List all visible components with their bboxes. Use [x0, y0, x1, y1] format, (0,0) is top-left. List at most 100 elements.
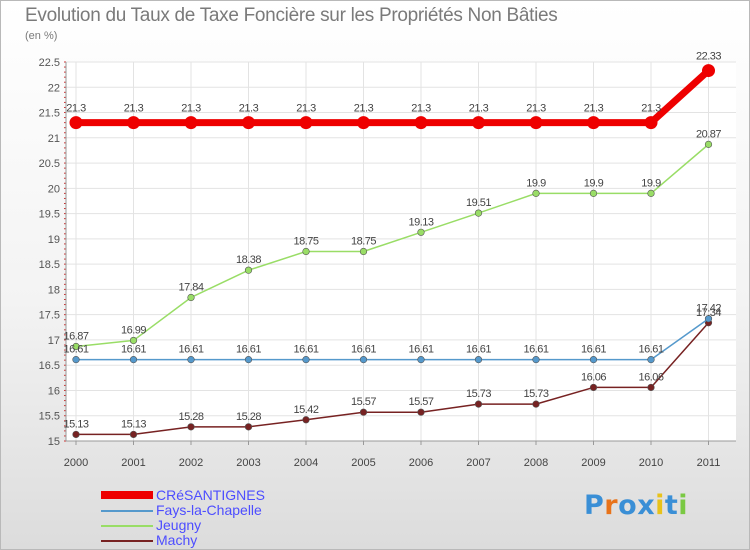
x-tick-label: 2011	[697, 457, 721, 469]
legend-label: Jeugny	[156, 517, 202, 533]
logo-letter: i	[678, 490, 689, 521]
data-point	[589, 356, 598, 364]
y-tick-label: 17.5	[39, 310, 60, 322]
logo-letter: P	[584, 490, 605, 521]
data-point	[242, 116, 255, 130]
data-point	[587, 116, 600, 130]
y-tick-label: 18	[48, 284, 60, 296]
data-label: 16.61	[63, 344, 88, 356]
data-point	[72, 356, 80, 364]
y-tick-label: 16	[48, 385, 60, 397]
data-point	[129, 336, 138, 345]
data-label: 19.9	[526, 177, 546, 189]
data-point	[702, 64, 715, 78]
data-point	[187, 356, 195, 364]
data-point	[127, 116, 140, 130]
data-label: 15.57	[408, 396, 433, 408]
data-label: 18.75	[293, 236, 318, 248]
data-label: 15.73	[466, 388, 491, 400]
x-tick-label: 2000	[64, 457, 88, 469]
data-point	[474, 356, 483, 364]
data-label: 15.13	[121, 418, 146, 430]
data-label: 19.13	[408, 216, 433, 228]
logo-letter: r	[604, 490, 619, 521]
data-point	[472, 116, 485, 130]
data-label: 21.3	[124, 103, 144, 115]
series-line	[75, 322, 710, 436]
data-label: 15.28	[178, 411, 203, 423]
data-label: 15.42	[293, 404, 318, 416]
x-tick-label: 2005	[351, 457, 375, 469]
data-point	[359, 408, 368, 416]
x-tick-label: 2010	[639, 457, 663, 469]
y-tick-label: 21.5	[39, 108, 60, 120]
data-point	[302, 247, 310, 256]
data-label: 19.51	[466, 197, 491, 209]
data-point	[129, 430, 138, 439]
data-label: 16.61	[236, 344, 261, 356]
data-label: 16.61	[523, 344, 548, 356]
data-point	[529, 116, 543, 130]
data-label: 16.06	[638, 371, 663, 383]
data-label: 21.3	[296, 103, 316, 115]
x-tick-label: 2003	[236, 457, 260, 469]
data-label: 21.3	[354, 103, 374, 115]
data-point	[417, 356, 425, 364]
y-axis-unit: (en %)	[25, 30, 58, 42]
y-tick-label: 22.5	[39, 57, 60, 69]
y-tick-label: 19.5	[39, 209, 60, 221]
data-label: 16.61	[178, 344, 203, 356]
data-label: 21.3	[584, 103, 604, 115]
x-tick-label: 2008	[524, 457, 548, 469]
data-point	[474, 209, 483, 217]
data-label: 21.3	[239, 103, 259, 115]
proxiti-logo: Proxiti	[584, 490, 688, 521]
data-point	[129, 356, 138, 364]
y-tick-label: 22	[48, 82, 60, 94]
data-point	[244, 356, 253, 364]
data-label: 16.61	[638, 344, 663, 356]
data-point	[359, 356, 368, 364]
legend-label: Fays-la-Chapelle	[156, 502, 262, 518]
legend-swatch	[101, 525, 153, 527]
data-label: 21.3	[641, 103, 661, 115]
data-label: 16.61	[293, 344, 318, 356]
legend-swatch	[101, 491, 153, 499]
y-tick-label: 15.5	[39, 411, 60, 423]
data-label: 16.61	[466, 344, 491, 356]
data-label: 15.13	[63, 418, 88, 430]
data-label: 22.33	[696, 51, 721, 63]
data-label: 21.3	[411, 103, 431, 115]
data-label: 16.06	[581, 371, 606, 383]
y-tick-label: 19	[48, 234, 60, 246]
data-label: 16.99	[121, 324, 146, 336]
logo-letter: x	[637, 490, 656, 521]
data-label: 15.57	[351, 396, 376, 408]
data-point	[647, 189, 655, 197]
data-point	[187, 293, 195, 302]
data-label: 21.3	[526, 103, 546, 115]
y-tick-label: 18.5	[39, 259, 60, 271]
data-label: 21.3	[66, 103, 86, 115]
data-label: 17.84	[178, 281, 203, 293]
data-point	[647, 356, 655, 364]
data-point	[474, 400, 483, 408]
chart-title: Evolution du Taux de Taxe Foncière sur l…	[25, 5, 558, 26]
x-tick-label: 2001	[121, 457, 145, 469]
data-point	[299, 116, 313, 130]
data-label: 16.61	[408, 344, 433, 356]
data-point	[647, 383, 655, 392]
data-point	[72, 342, 80, 351]
y-tick-label: 17	[48, 335, 60, 347]
y-tick-label: 15	[48, 436, 60, 448]
data-point	[589, 383, 598, 392]
logo-letter: t	[664, 490, 679, 521]
data-label: 20.87	[696, 128, 721, 140]
x-tick-label: 2007	[466, 457, 490, 469]
legend-label: CRéSANTIGNES	[156, 487, 265, 503]
data-label: 17.42	[696, 303, 721, 315]
data-label: 19.9	[641, 177, 661, 189]
data-label: 18.38	[236, 254, 261, 266]
data-label: 18.75	[351, 236, 376, 248]
data-point	[532, 356, 540, 364]
